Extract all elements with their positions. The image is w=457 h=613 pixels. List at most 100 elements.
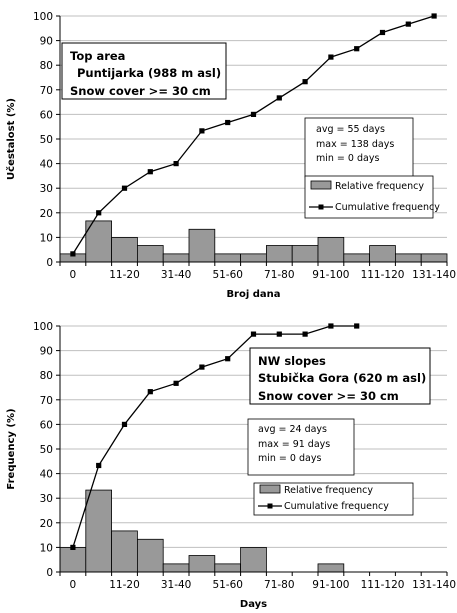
line-marker: [405, 21, 411, 27]
bar: [317, 236, 345, 263]
line-marker: [147, 169, 153, 175]
x-tick-label: 31-40: [161, 579, 192, 591]
legend-label: Cumulative frequency: [284, 501, 389, 512]
x-tick-label: 11-20: [109, 269, 140, 281]
bar: [317, 563, 345, 573]
x-tick-label: 71-80: [264, 269, 295, 281]
bar: [85, 489, 113, 573]
legend: Relative frequency Cumulative frequency: [253, 482, 414, 516]
y-tick-label: 0: [46, 567, 53, 579]
line-marker: [276, 331, 282, 337]
bar: [291, 245, 319, 263]
x-tick-label: 91-100: [312, 269, 349, 281]
annotation-line: Snow cover >= 30 cm: [70, 84, 211, 98]
x-tick-label: 51-60: [212, 579, 243, 591]
line-marker: [250, 331, 257, 337]
y-tick-label: 10: [40, 542, 53, 554]
bar: [188, 228, 216, 263]
stats-line: max = 91 days: [258, 439, 330, 450]
line-marker: [225, 356, 231, 362]
x-tick-label: 51-60: [212, 269, 243, 281]
bar: [85, 220, 113, 263]
line-marker: [173, 161, 179, 167]
annotation-box: [61, 42, 227, 100]
x-axis-label: Broj dana: [226, 289, 280, 300]
line-marker: [96, 210, 102, 216]
bar: [214, 253, 242, 263]
y-tick-label: 80: [40, 60, 53, 72]
line-series-cumulative-frequency: [72, 325, 357, 548]
line-marker: [70, 544, 76, 550]
line-marker: [199, 128, 205, 134]
annotation-box: [249, 347, 431, 405]
legend-swatch-marker: [267, 503, 273, 509]
bar: [240, 253, 267, 263]
chart-panel-2: 0 10 20 30 40 50 60 70 80 90 100 0 11-20 31-40 51-60 71…: [6, 321, 456, 610]
line-marker: [328, 323, 334, 329]
line-marker: [121, 185, 128, 191]
stats-box: [247, 418, 355, 476]
legend-swatch-bar: [310, 180, 332, 190]
annotation-line: Top area: [70, 49, 125, 63]
y-tick-label: 60: [40, 419, 53, 431]
line-marker: [96, 462, 102, 469]
chart-panel-1: 0 10 20 30 40 50 60 70 80 90 100 0 11-20 31-40 51-60 71…: [5, 11, 456, 300]
y-tick-label: 70: [40, 395, 53, 407]
y-tick-label: 70: [40, 85, 53, 97]
line-marker: [354, 46, 360, 52]
x-tick-label: 131-140: [412, 579, 456, 591]
line-marker: [70, 251, 76, 257]
line-marker: [379, 29, 386, 36]
y-tick-label: 0: [46, 257, 53, 269]
x-tick-label: 91-100: [312, 579, 349, 591]
y-tick-label: 30: [40, 183, 53, 195]
annotation-line: Snow cover >= 30 cm: [258, 389, 399, 403]
x-tick-label: 11-20: [109, 579, 140, 591]
legend: Relative frequency Cumulative frequency: [304, 175, 440, 219]
annotation-line: NW slopes: [258, 354, 326, 368]
line-marker: [173, 380, 179, 386]
x-tick-label: 131-140: [412, 269, 456, 281]
y-axis-label: Učestalost (%): [5, 98, 17, 180]
bar: [188, 555, 216, 573]
x-tick-label: 0: [70, 579, 77, 591]
y-tick-label: 40: [40, 159, 53, 171]
line-marker: [199, 364, 205, 370]
bar: [369, 245, 396, 263]
bar: [420, 253, 448, 263]
y-tick-label: 20: [40, 518, 53, 530]
y-tick-label: 40: [40, 469, 53, 481]
line-marker: [250, 111, 257, 117]
stats-line: avg = 24 days: [258, 424, 327, 435]
line-marker: [276, 95, 282, 101]
stats-line: avg = 55 days: [316, 124, 385, 135]
legend-label: Relative frequency: [335, 181, 424, 192]
y-tick-label: 90: [40, 346, 53, 358]
legend-swatch-bar: [259, 484, 281, 494]
legend-label: Relative frequency: [284, 485, 373, 496]
y-tick-label: 100: [33, 321, 53, 333]
x-tick-label: 111-120: [361, 269, 405, 281]
bar: [343, 253, 370, 263]
legend-box: [253, 482, 414, 516]
x-tick-label: 31-40: [161, 269, 192, 281]
y-tick-label: 30: [40, 493, 53, 505]
y-tick-label: 50: [40, 444, 53, 456]
bar: [162, 253, 190, 263]
bar: [265, 245, 293, 263]
stats-box: [304, 117, 414, 178]
x-axis-label: Days: [240, 599, 267, 610]
bar: [240, 547, 267, 573]
y-axis-label: Frequency (%): [6, 408, 17, 489]
x-tick-label: 0: [70, 269, 77, 281]
stats-line: min = 0 days: [316, 153, 379, 164]
legend-swatch-marker: [318, 204, 324, 210]
y-tick-label: 100: [33, 11, 53, 23]
bar: [136, 538, 164, 573]
bar: [394, 253, 422, 263]
stats-line: max = 138 days: [316, 139, 394, 150]
bar-series-relative-frequency: [59, 489, 345, 573]
bar: [111, 236, 138, 263]
line-marker: [354, 323, 360, 329]
